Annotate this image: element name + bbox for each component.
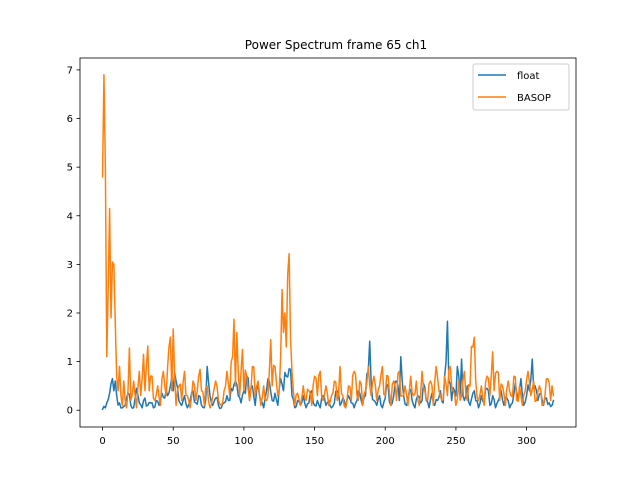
x-tick-label: 0 <box>99 436 105 447</box>
x-tick-label: 200 <box>376 436 395 447</box>
y-tick-label: 4 <box>67 211 73 222</box>
legend-label-float: float <box>517 71 540 82</box>
y-tick-label: 7 <box>67 65 73 76</box>
axes-layer: 0 50 100 150 200 250 300 0 1 2 3 4 5 6 7 <box>67 57 577 447</box>
chart-title: Power Spectrum frame 65 ch1 <box>245 38 427 52</box>
x-tick-label: 150 <box>305 436 324 447</box>
x-tick-label: 100 <box>234 436 253 447</box>
legend-label-basop: BASOP <box>517 93 551 104</box>
y-tick-label: 1 <box>67 357 73 368</box>
series-layer <box>101 74 555 411</box>
series-line-basop <box>101 74 555 409</box>
y-tick-label: 6 <box>67 114 73 125</box>
legend: float BASOP <box>472 63 570 111</box>
plot-frame <box>79 57 577 428</box>
x-tick-label: 50 <box>167 436 180 447</box>
y-tick-label: 5 <box>67 163 73 174</box>
y-tick-label: 3 <box>67 260 73 271</box>
y-tick-label: 0 <box>67 406 73 417</box>
y-tick-label: 2 <box>67 308 73 319</box>
x-tick-label: 300 <box>517 436 536 447</box>
x-tick-label: 250 <box>446 436 465 447</box>
